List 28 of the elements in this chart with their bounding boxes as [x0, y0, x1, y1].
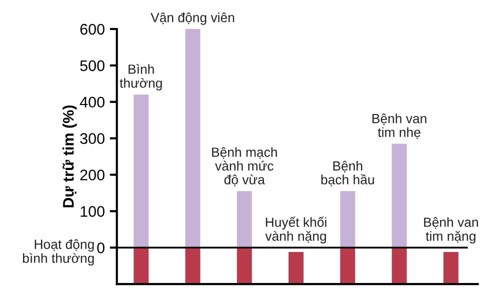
- x-tick-label: Bệnh van tim nặng: [424, 217, 478, 244]
- y-tick-label: 200: [80, 170, 104, 180]
- x-tick-label: Vận động viên: [150, 12, 234, 25]
- y-tick-label: 0: [97, 242, 104, 254]
- bar: [392, 144, 407, 248]
- y-tick-label: 300: [80, 133, 104, 144]
- y-tick-label: 500: [80, 60, 104, 72]
- bar: [288, 252, 304, 284]
- bar: [185, 29, 200, 248]
- bar: [236, 191, 252, 248]
- bar: [392, 248, 407, 284]
- bar: [134, 248, 149, 284]
- bar: [340, 248, 356, 284]
- bar: [236, 248, 252, 284]
- x-tick-label: Bình thường: [120, 64, 162, 90]
- ref-line-label: Hoạt động bình thường: [22, 239, 94, 266]
- y-tick-label: 400: [80, 96, 104, 108]
- bar: [134, 94, 149, 248]
- bar: [340, 191, 356, 248]
- y-tick-label: 100: [80, 206, 104, 217]
- x-tick-label: Bệnh bạch hầu: [321, 160, 374, 186]
- x-tick-label: Huyết khối vành nặng: [265, 216, 326, 244]
- x-tick-label: Bệnh mạch vành mức độ vừa: [212, 147, 277, 186]
- x-tick-label: Bệnh van tim nhẹ: [372, 114, 426, 139]
- y-tick-label: 600: [80, 24, 104, 35]
- bar: [443, 252, 458, 284]
- y-axis-title: Dự trữ tim (%): [62, 105, 77, 208]
- bar: [185, 248, 200, 284]
